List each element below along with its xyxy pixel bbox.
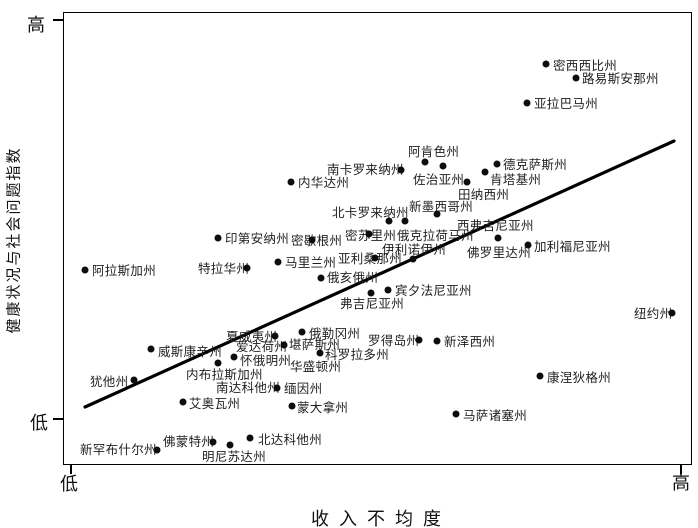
x-axis-tick-high [680,465,682,474]
y-axis-tick-high [53,19,63,21]
x-axis-tick-low [70,465,72,474]
trend-line [83,139,676,409]
x-tick-label-high: 高 [672,473,690,494]
x-tick-label-low: 低 [60,474,78,495]
y-tick-label-high: 高 [27,15,45,36]
y-tick-label-low: 低 [30,413,48,434]
y-axis-tick-low [53,418,63,420]
plot-area-frame [63,12,692,465]
x-axis-title: 收入不均度 [311,509,451,528]
